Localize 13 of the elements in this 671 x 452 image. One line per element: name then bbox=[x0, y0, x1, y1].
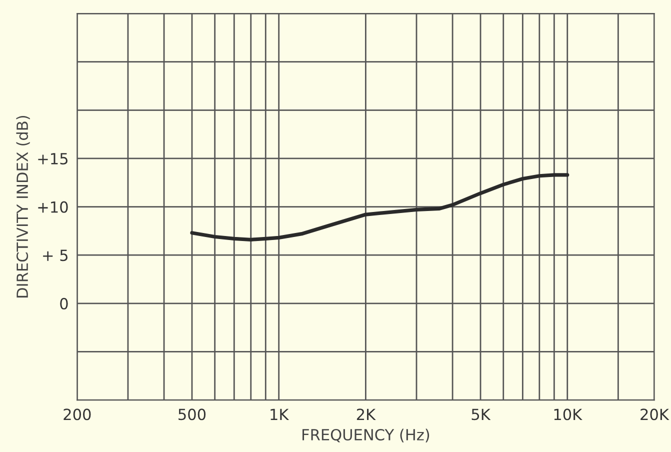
y-tick-label: +15 bbox=[38, 153, 68, 165]
x-tick-label: 1K bbox=[270, 408, 290, 420]
x-tick-label: 20K bbox=[640, 408, 670, 420]
x-tick-label: 5K bbox=[472, 408, 491, 420]
y-axis-title: DIRECTIVITY INDEX (dB) bbox=[16, 116, 30, 298]
x-tick-label: 2K bbox=[356, 408, 376, 420]
x-tick-label: 200 bbox=[64, 408, 91, 420]
x-tick-label: 10K bbox=[554, 408, 582, 420]
y-tick-label: +10 bbox=[38, 201, 68, 213]
x-tick-label: 500 bbox=[178, 408, 206, 420]
y-tick-label: 0 bbox=[60, 298, 68, 310]
y-tick-label: + 5 bbox=[43, 250, 68, 262]
x-axis-title: FREQUENCY (Hz) bbox=[302, 428, 430, 442]
